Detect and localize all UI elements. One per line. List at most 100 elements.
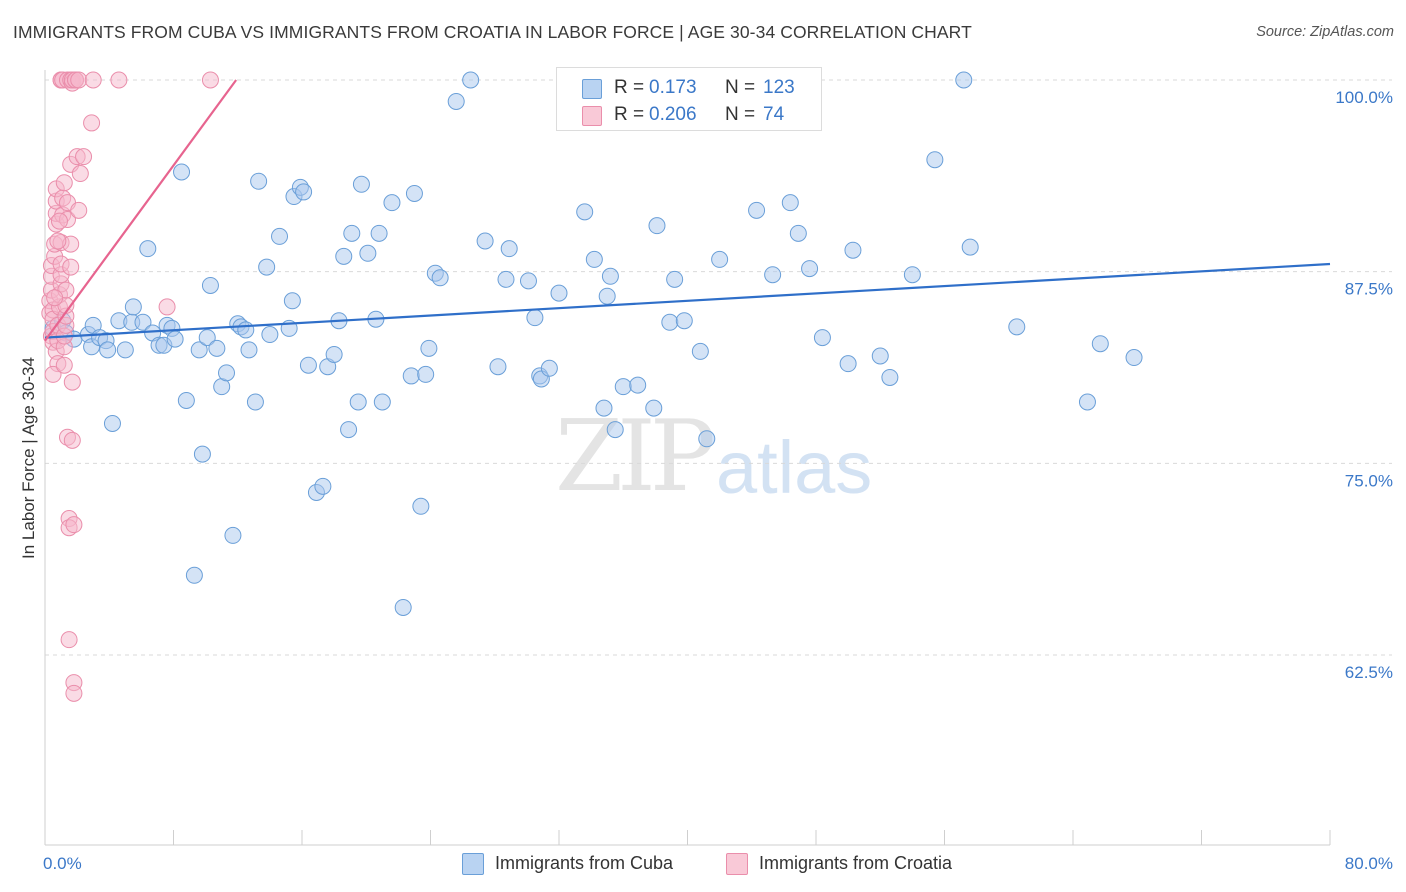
cuba-point <box>383 194 401 212</box>
cuba-swatch <box>582 79 602 99</box>
cuba-point <box>764 266 782 284</box>
cuba-point <box>598 287 616 305</box>
cuba-point <box>926 151 944 169</box>
cuba-point <box>370 224 388 242</box>
cuba-point <box>134 313 152 331</box>
chart-title: IMMIGRANTS FROM CUBA VS IMMIGRANTS FROM … <box>13 22 972 42</box>
cuba-point <box>177 391 195 409</box>
cuba-point <box>283 292 301 310</box>
cuba-point <box>335 247 353 265</box>
cuba-point <box>116 341 134 359</box>
cuba-point <box>813 329 831 347</box>
croatia-point <box>44 365 62 383</box>
croatia-point <box>55 174 73 192</box>
croatia-point <box>50 212 68 230</box>
cuba-point <box>412 497 430 515</box>
croatia-point <box>49 232 67 250</box>
croatia-point <box>110 71 128 89</box>
cuba-point <box>166 330 184 348</box>
cuba-point <box>190 341 208 359</box>
cuba-point <box>691 342 709 360</box>
cuba-point <box>606 421 624 439</box>
croatia-point <box>70 201 88 219</box>
cuba-point <box>447 92 465 110</box>
cuba-point <box>139 240 157 258</box>
cuba-point <box>614 378 632 396</box>
cuba-point <box>748 201 766 219</box>
cuba-point <box>99 341 117 359</box>
cuba-point <box>359 244 377 262</box>
cuba-point <box>201 276 219 294</box>
cuba-point <box>550 284 568 302</box>
legend-row-croatia: R = 0.206 N = 74 <box>557 101 821 129</box>
cuba-point <box>629 376 647 394</box>
cuba-point <box>489 358 507 376</box>
croatia-r-value: 0.206 <box>649 104 697 125</box>
bottom-croatia-swatch <box>726 853 748 875</box>
croatia-point <box>71 165 89 183</box>
cuba-point <box>476 232 494 250</box>
cuba-n-value: 123 <box>763 77 795 98</box>
cuba-point <box>801 260 819 278</box>
cuba-point <box>420 339 438 357</box>
axes <box>44 70 1331 846</box>
cuba-point <box>462 71 480 89</box>
cuba-r-value: 0.173 <box>649 77 697 98</box>
y-axis-label: In Labor Force | Age 30-34 <box>19 357 38 559</box>
y-tick-label: 75.0% <box>1345 471 1393 490</box>
cuba-trend-line <box>44 262 1331 339</box>
cuba-point <box>402 367 420 385</box>
cuba-point <box>343 224 361 242</box>
cuba-point <box>250 172 268 190</box>
y-tick-label: 100.0% <box>1335 88 1393 107</box>
cuba-point <box>839 355 857 373</box>
cuba-point <box>675 312 693 330</box>
cuba-point <box>526 309 544 327</box>
cuba-point <box>903 266 921 284</box>
bottom-cuba-label: Immigrants from Cuba <box>495 853 674 873</box>
bottom-croatia-label: Immigrants from Croatia <box>759 853 953 873</box>
croatia-point <box>63 373 81 391</box>
cuba-point <box>349 393 367 411</box>
cuba-point <box>261 326 279 344</box>
cuba-point <box>576 203 594 221</box>
y-tick-label: 87.5% <box>1345 280 1393 299</box>
watermark-zip: ZIP <box>555 400 716 514</box>
axis-labels: 62.5% 75.0% 87.5% 100.0% 0.0% 80.0% In Labor F… <box>19 88 1393 873</box>
cuba-point <box>711 250 729 268</box>
cuba-point <box>198 329 216 347</box>
cuba-point <box>258 258 276 276</box>
croatia-point <box>55 356 73 374</box>
cuba-point <box>224 526 242 544</box>
cuba-point <box>185 566 203 584</box>
gridlines <box>45 79 1392 656</box>
trend-lines <box>44 79 1331 342</box>
croatia-n-value: 74 <box>763 104 785 125</box>
cuba-point <box>844 241 862 259</box>
croatia-point <box>60 631 78 649</box>
croatia-n-label: N = <box>725 104 756 125</box>
legend-row-cuba: R = 0.173 N = 123 <box>557 74 821 102</box>
cuba-point <box>961 238 979 256</box>
x-tick-label-max: 80.0% <box>1345 854 1393 873</box>
cuba-point <box>103 414 121 432</box>
cuba-point <box>955 71 973 89</box>
cuba-point <box>373 393 391 411</box>
croatia-point <box>63 431 81 449</box>
correlation-legend: R = 0.173 N = 123 R = 0.206 N = 74 <box>556 67 822 131</box>
series-croatia-points <box>41 71 219 702</box>
cuba-point <box>648 217 666 235</box>
cuba-point <box>237 321 255 339</box>
cuba-point <box>431 269 449 287</box>
cuba-point <box>240 341 258 359</box>
croatia-point <box>84 71 102 89</box>
cuba-point <box>1125 349 1143 367</box>
series-cuba-points <box>44 71 1143 616</box>
cuba-point <box>500 240 518 258</box>
cuba-point <box>352 175 370 193</box>
cuba-point <box>340 421 358 439</box>
croatia-point <box>201 71 219 89</box>
croatia-point <box>83 114 101 132</box>
cuba-point <box>405 184 423 202</box>
